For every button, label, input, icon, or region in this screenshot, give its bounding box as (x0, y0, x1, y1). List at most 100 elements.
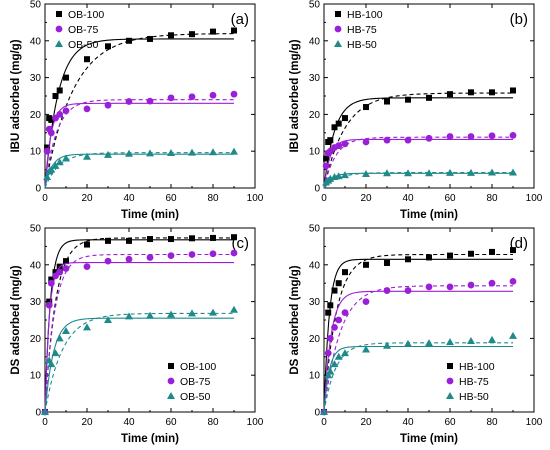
y-tick-label: 40 (30, 36, 42, 47)
data-point (231, 27, 237, 34)
data-point (509, 277, 517, 285)
y-tick-label: 20 (309, 334, 321, 345)
data-point (62, 154, 70, 162)
fit-line-dashed (44, 312, 234, 413)
data-point (47, 360, 56, 368)
data-point (125, 149, 133, 157)
y-tick-label: 0 (314, 408, 320, 419)
data-point (189, 235, 195, 242)
data-point (425, 134, 433, 142)
legend-marker (56, 11, 62, 17)
legend-marker (335, 11, 341, 17)
data-point (168, 32, 174, 39)
data-point (48, 116, 55, 123)
data-point (47, 165, 56, 173)
data-point (83, 263, 91, 271)
y-tick-label: 20 (30, 334, 42, 345)
data-point (447, 252, 453, 259)
x-tick-label: 40 (402, 417, 414, 428)
x-axis-label: Time (min) (121, 433, 179, 445)
data-point (341, 140, 349, 148)
data-point (146, 97, 154, 105)
panel-label: (a) (231, 11, 249, 28)
data-point (83, 152, 91, 160)
fit-line-solid (44, 262, 234, 413)
data-point (489, 89, 495, 96)
x-tick-label: 0 (42, 193, 48, 204)
data-point (510, 87, 516, 94)
fit-line-dashed (44, 33, 235, 189)
data-point (84, 241, 90, 248)
data-point (404, 136, 412, 144)
data-point (326, 335, 334, 342)
data-point (327, 137, 334, 144)
x-tick-label: 60 (444, 193, 456, 204)
fit-line-solid (44, 38, 234, 189)
y-tick-label: 30 (30, 297, 42, 308)
fit-line-solid (44, 239, 234, 413)
x-tick-label: 40 (123, 193, 135, 204)
data-point (383, 169, 391, 177)
data-point (335, 316, 343, 324)
data-point (323, 155, 330, 162)
x-tick-label: 20 (81, 417, 93, 428)
data-point (335, 142, 343, 150)
y-tick-label: 10 (30, 147, 42, 158)
y-axis-label: IBU adsorbed (mg/g) (289, 39, 301, 152)
data-point (52, 93, 59, 99)
data-point (509, 331, 517, 339)
data-point (322, 162, 330, 170)
data-point (383, 136, 391, 144)
data-point (104, 316, 112, 323)
legend-marker (446, 377, 454, 385)
panel-label: (b) (510, 11, 528, 28)
data-point (62, 107, 70, 115)
x-tick-label: 100 (247, 193, 264, 204)
data-point (330, 360, 339, 368)
chart-panel-1: 0 20 40 60 80 100 0 10 20 30 40 50 Time (min) IBU ads… (10, 0, 264, 221)
data-point (147, 236, 153, 243)
data-point (105, 237, 111, 244)
data-point (509, 131, 517, 139)
x-axis-label: Time (min) (400, 209, 458, 221)
y-tick-label: 50 (30, 0, 42, 11)
chart-panel-3: 0 20 40 60 80 100 0 10 20 30 40 50 Time (min) DS adso… (10, 224, 264, 446)
data-point (62, 265, 70, 272)
data-point (62, 327, 70, 335)
data-point (362, 138, 370, 146)
data-point (467, 133, 475, 140)
data-point (331, 323, 338, 331)
data-point (48, 276, 55, 283)
x-tick-label: 0 (321, 193, 327, 204)
data-point (488, 279, 496, 287)
data-point (104, 101, 112, 109)
data-point (167, 252, 175, 259)
data-point (167, 94, 175, 102)
fit-line-dashed (323, 136, 513, 189)
legend-marker (167, 377, 175, 385)
data-point (447, 91, 453, 98)
x-tick-label: 100 (526, 417, 543, 428)
data-point (468, 250, 474, 257)
y-axis-label: DS adsorbed (mg/g) (10, 265, 22, 374)
data-point (188, 148, 196, 156)
data-point (125, 98, 133, 105)
x-tick-label: 100 (247, 417, 264, 428)
y-tick-label: 30 (309, 297, 321, 308)
x-tick-label: 80 (207, 193, 219, 204)
x-axis-label: Time (min) (121, 209, 179, 221)
data-point (488, 335, 496, 343)
legend-marker (168, 363, 174, 369)
fit-line-dashed (323, 285, 513, 413)
chart-panel-4: 0 20 40 60 80 100 0 10 20 30 40 50 Time (min) DS adso… (289, 224, 543, 446)
data-point (327, 302, 334, 309)
data-point (47, 279, 55, 287)
legend-label: OB-75 (68, 24, 99, 36)
data-point (43, 147, 51, 155)
data-point (405, 96, 411, 103)
data-point (210, 28, 216, 35)
y-tick-label: 0 (35, 408, 41, 419)
data-point (341, 309, 349, 317)
legend-label: HB-100 (347, 9, 383, 21)
